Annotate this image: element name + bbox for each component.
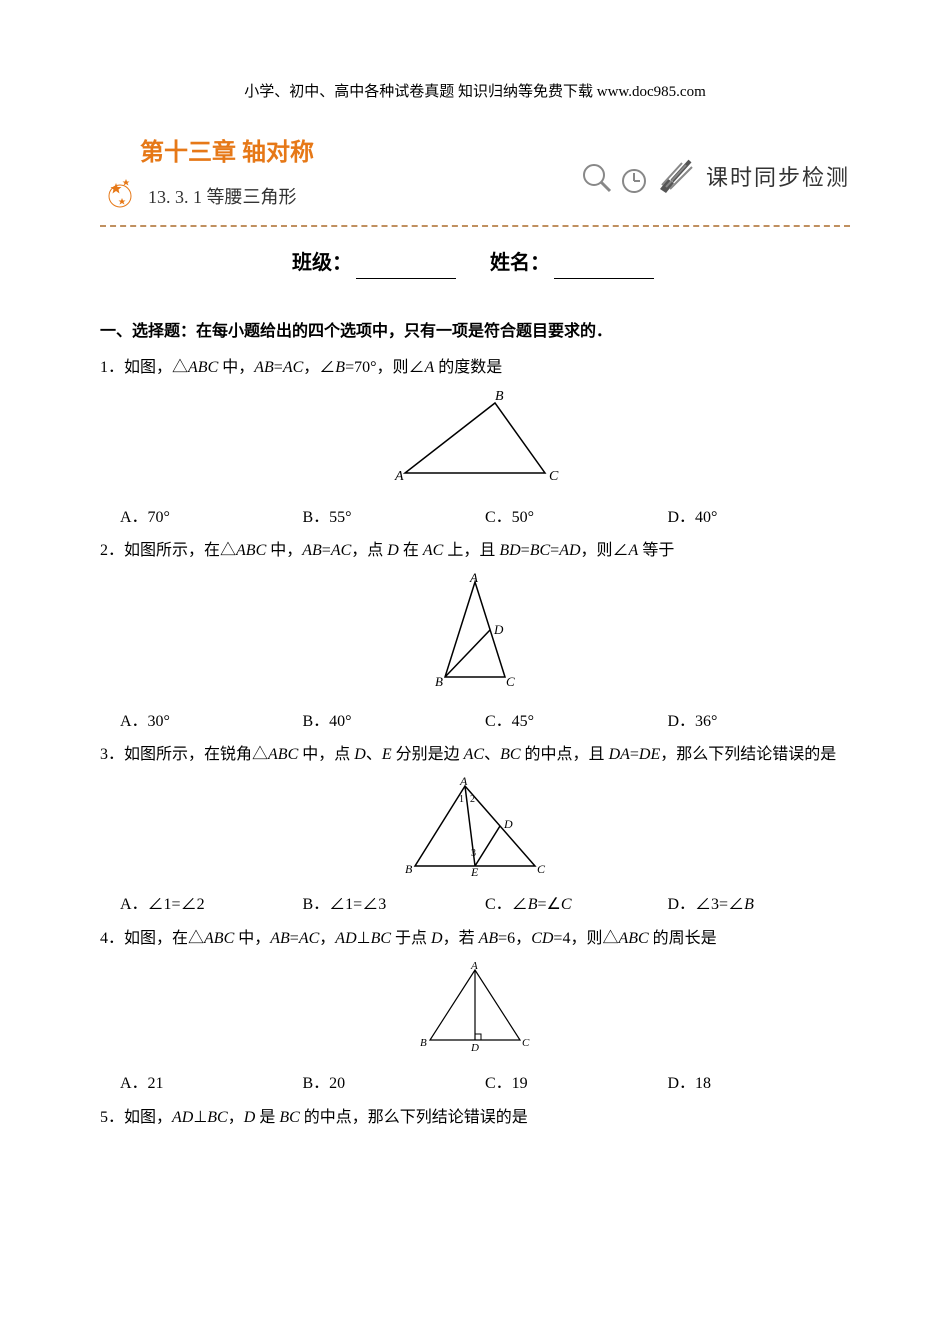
section-row: 13. 3. 1 等腰三角形	[100, 176, 314, 219]
stars-icon	[100, 176, 140, 219]
divider-line	[100, 225, 850, 227]
q1-optB: B．55°	[303, 505, 486, 531]
q4-optD: D．18	[668, 1071, 851, 1097]
q3-optA: A．∠1=∠2	[120, 892, 303, 918]
q2-text: 2．如图所示，在△ABC 中，AB=AC，点 D 在 AC 上，且 BD=BC=…	[100, 538, 850, 564]
q2-optB: B．40°	[303, 709, 486, 735]
q4-optA: A．21	[120, 1071, 303, 1097]
svg-text:D: D	[470, 1042, 479, 1054]
chapter-title: 第十三章 轴对称	[140, 134, 314, 172]
svg-text:A: A	[469, 572, 478, 585]
svg-text:C: C	[506, 674, 515, 689]
q4-figure: A B C D	[100, 960, 850, 1064]
svg-text:B: B	[435, 674, 443, 689]
question-2: 2．如图所示，在△ABC 中，AB=AC，点 D 在 AC 上，且 BD=BC=…	[100, 538, 850, 734]
svg-text:D: D	[493, 622, 504, 637]
q5-text: 5．如图，AD⊥BC，D 是 BC 的中点，那么下列结论错误的是	[100, 1105, 850, 1131]
q1-figure: A B C	[100, 388, 850, 497]
clock-icon	[620, 167, 648, 195]
class-name-row: 班级： 姓名：	[100, 247, 850, 279]
q2-optC: C．45°	[485, 709, 668, 735]
class-blank	[356, 255, 456, 279]
q1-text: 1．如图，△ABC 中，AB=AC，∠B=70°，则∠A 的度数是	[100, 355, 850, 381]
header-url: 小学、初中、高中各种试卷真题 知识归纳等免费下载 www.doc985.com	[100, 80, 850, 104]
question-3: 3．如图所示，在锐角△ABC 中，点 D、E 分别是边 AC、BC 的中点，且 …	[100, 742, 850, 918]
q2-optD: D．36°	[668, 709, 851, 735]
q3-text: 3．如图所示，在锐角△ABC 中，点 D、E 分别是边 AC、BC 的中点，且 …	[100, 742, 850, 768]
name-blank	[554, 255, 654, 279]
section-title: 13. 3. 1 等腰三角形	[148, 183, 297, 212]
question-4: 4．如图，在△ABC 中，AB=AC，AD⊥BC 于点 D，若 AB=6，CD=…	[100, 926, 850, 1097]
question-5: 5．如图，AD⊥BC，D 是 BC 的中点，那么下列结论错误的是	[100, 1105, 850, 1131]
svg-text:2: 2	[470, 794, 475, 805]
svg-text:E: E	[470, 865, 479, 876]
svg-text:B: B	[405, 862, 413, 876]
q3-options: A．∠1=∠2 B．∠1=∠3 C．∠B=∠C D．∠3=∠B	[120, 892, 850, 918]
svg-text:1: 1	[459, 794, 464, 805]
svg-text:A: A	[394, 469, 404, 484]
chapter-right: 课时同步检测	[580, 157, 850, 195]
q4-text: 4．如图，在△ABC 中，AB=AC，AD⊥BC 于点 D，若 AB=6，CD=…	[100, 926, 850, 952]
chapter-banner: 第十三章 轴对称 13. 3. 1 等腰三角形	[100, 134, 850, 219]
svg-text:B: B	[420, 1037, 427, 1049]
q4-optC: C．19	[485, 1071, 668, 1097]
sync-test-label: 课时同步检测	[706, 160, 850, 195]
deco-icons	[580, 157, 698, 195]
svg-text:B: B	[495, 389, 504, 404]
q4-options: A．21 B．20 C．19 D．18	[120, 1071, 850, 1097]
class-label: 班级：	[292, 252, 352, 274]
q2-optA: A．30°	[120, 709, 303, 735]
svg-text:3: 3	[471, 848, 476, 859]
svg-text:A: A	[470, 960, 478, 972]
q1-optA: A．70°	[120, 505, 303, 531]
name-label: 姓名：	[490, 252, 550, 274]
q3-optD: D．∠3=∠B	[668, 892, 851, 918]
section1-heading: 一、选择题：在每小题给出的四个选项中，只有一项是符合题目要求的．	[100, 319, 850, 345]
svg-text:A: A	[459, 776, 468, 788]
chapter-left: 第十三章 轴对称 13. 3. 1 等腰三角形	[100, 134, 314, 219]
q3-optC: C．∠B=∠C	[485, 892, 668, 918]
q3-optB: B．∠1=∠3	[303, 892, 486, 918]
question-1: 1．如图，△ABC 中，AB=AC，∠B=70°，则∠A 的度数是 A B C …	[100, 355, 850, 531]
svg-text:C: C	[537, 862, 546, 876]
svg-text:D: D	[503, 817, 513, 831]
magnifier-icon	[580, 161, 614, 195]
svg-text:C: C	[522, 1037, 530, 1049]
q4-optB: B．20	[303, 1071, 486, 1097]
q2-figure: A B C D	[100, 572, 850, 701]
q1-optC: C．50°	[485, 505, 668, 531]
q1-options: A．70° B．55° C．50° D．40°	[120, 505, 850, 531]
q3-figure: A B C D E 1 2 3	[100, 776, 850, 885]
brush-icon	[654, 157, 698, 195]
q1-optD: D．40°	[668, 505, 851, 531]
svg-text:C: C	[549, 469, 559, 484]
q2-options: A．30° B．40° C．45° D．36°	[120, 709, 850, 735]
